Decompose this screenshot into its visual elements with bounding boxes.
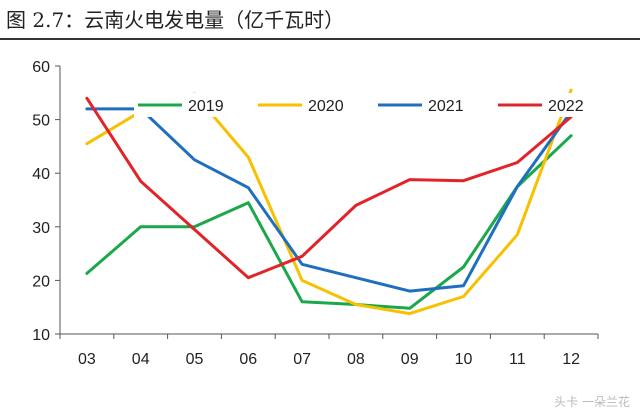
x-tick-label: 05	[186, 351, 204, 368]
x-tick-label: 03	[78, 351, 96, 368]
legend-label-2022: 2022	[548, 98, 584, 115]
legend-label-2019: 2019	[188, 98, 224, 115]
y-tick-label: 50	[32, 113, 50, 130]
chart-ticks: 10 20 30 40 50 60 03 04 05 06 07 08 09 10 11 12	[32, 59, 599, 368]
x-tick-label: 07	[293, 351, 311, 368]
x-tick-label: 08	[347, 351, 365, 368]
y-tick-label: 60	[32, 59, 50, 76]
chart-series	[85, 88, 573, 316]
series-line-2022	[85, 96, 573, 280]
series-line-2020	[85, 88, 573, 316]
chart-legend: 2019 2020 2021 2022	[134, 93, 598, 117]
x-tick-label: 09	[401, 351, 419, 368]
figure-title: 图 2.7：云南火电发电量（亿千瓦时）	[6, 8, 345, 32]
legend-label-2021: 2021	[428, 98, 464, 115]
watermark: 头卡 一朵兰花	[554, 395, 630, 409]
x-tick-label: 10	[455, 351, 473, 368]
y-tick-label: 40	[32, 166, 50, 183]
y-tick-label: 20	[32, 273, 50, 290]
x-tick-label: 12	[562, 351, 580, 368]
x-tick-label: 06	[239, 351, 257, 368]
series-line-2021	[85, 107, 573, 293]
title-rule	[0, 38, 640, 40]
legend-label-2020: 2020	[308, 98, 344, 115]
x-tick-label: 11	[509, 351, 526, 368]
x-tick-label: 04	[132, 351, 150, 368]
y-tick-label: 30	[32, 220, 50, 237]
series-line-2019	[85, 134, 573, 310]
y-tick-label: 10	[32, 327, 50, 344]
